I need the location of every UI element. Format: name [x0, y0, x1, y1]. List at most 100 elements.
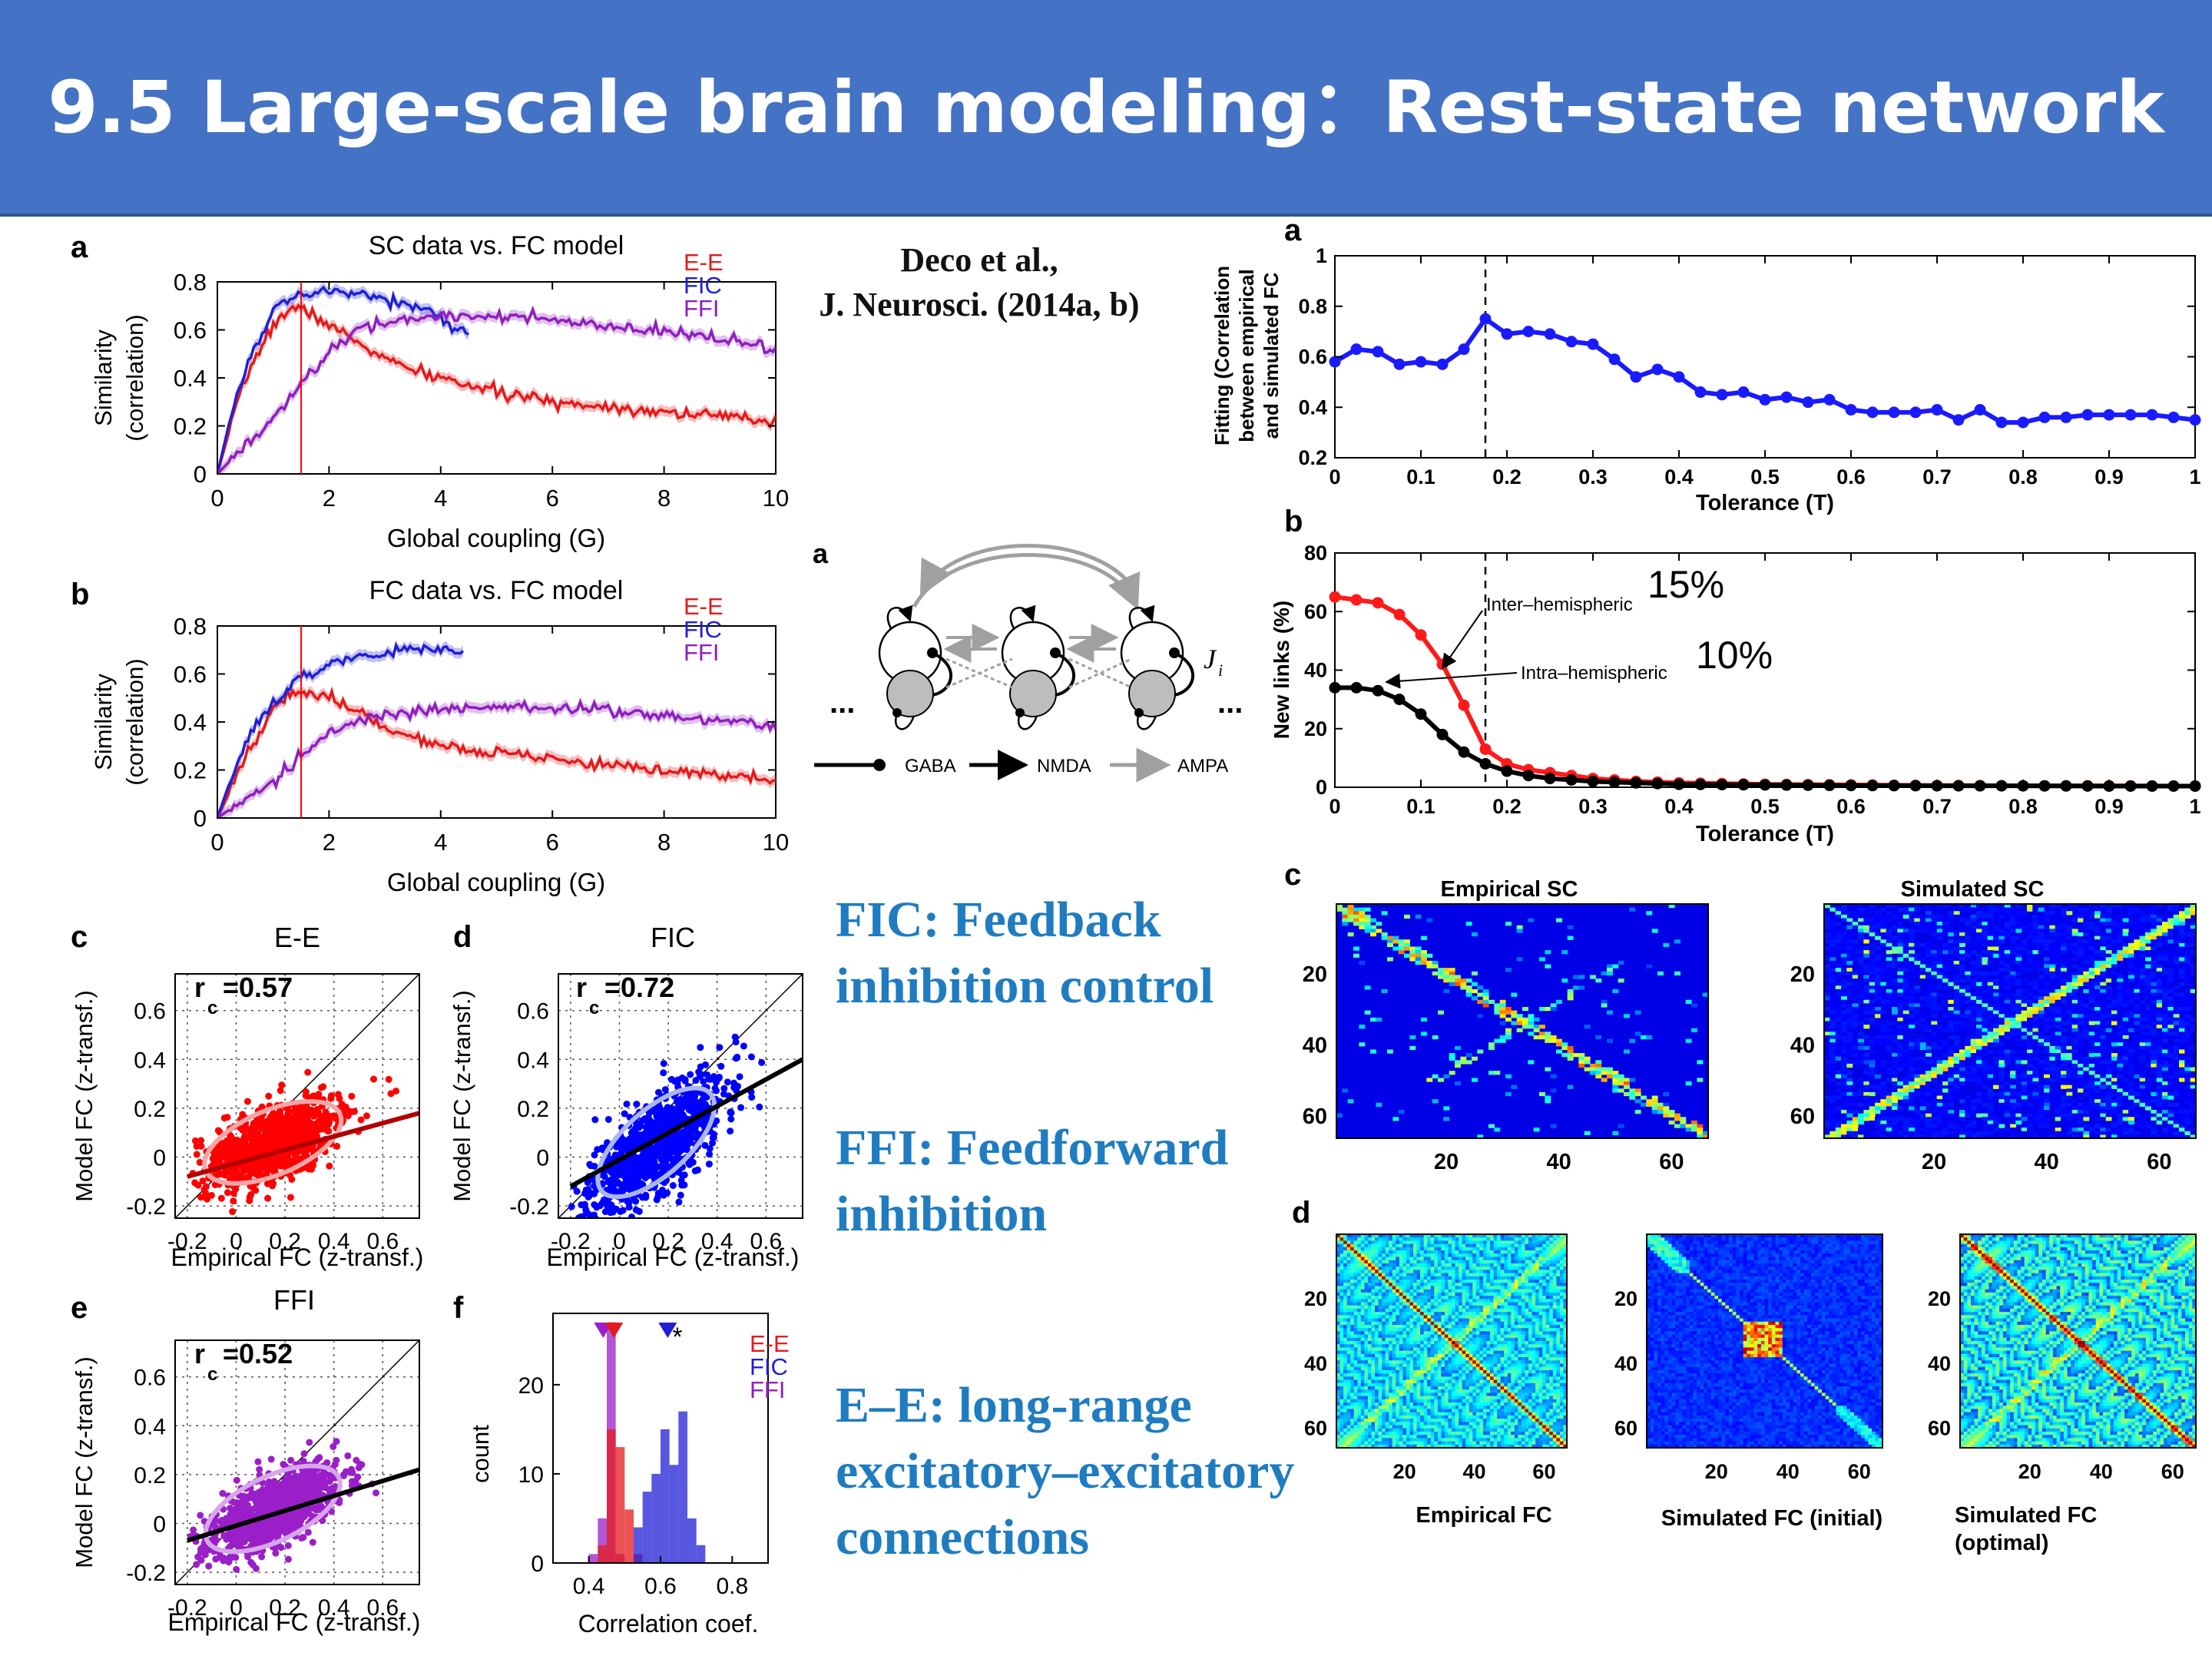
heatmap-cell	[1965, 985, 1972, 990]
heatmap-cell	[1998, 985, 2005, 990]
heatmap-cell	[1359, 960, 1366, 965]
heatmap-cell	[1392, 939, 1399, 944]
x-axis-label: Tolerance (T)	[1696, 491, 1834, 515]
heatmap-cell	[1902, 914, 1909, 919]
heatmap-cell	[1931, 992, 1938, 997]
heatmap-cell	[1421, 957, 1427, 962]
scatter-point	[338, 1101, 346, 1108]
heatmap-cell	[2173, 950, 2180, 955]
heatmap-cell	[2111, 922, 2118, 926]
heatmap-cell	[1936, 975, 1943, 979]
heatmap-cell	[2173, 918, 2180, 922]
heatmap-cell	[2156, 939, 2163, 944]
panel-d-scatter: -0.2 0 0.2 0.4 0.6-0.200.20.40.6 d FIC r c =…	[449, 920, 803, 1271]
heatmap-cell	[1909, 922, 1915, 926]
heatmap-cell	[1465, 922, 1472, 926]
scatter-point	[242, 1500, 250, 1508]
heatmap-cell	[2061, 960, 2067, 965]
heatmap-cell	[1936, 964, 1943, 969]
heatmap-cell	[2167, 907, 2174, 912]
heatmap-cell	[1863, 939, 1870, 944]
scatter-point	[250, 1184, 257, 1192]
heatmap-cell	[2094, 925, 2101, 929]
heatmap-cell	[2010, 929, 2016, 933]
heatmap-cell	[2162, 979, 2168, 983]
heatmap-cell	[1858, 985, 1864, 990]
heatmap-cell	[2122, 918, 2129, 922]
heatmap-cell	[2038, 975, 2045, 979]
heatmap-cell	[1892, 918, 1898, 922]
heatmap-cell	[2044, 953, 2050, 958]
heatmap-cell	[1948, 918, 1955, 922]
heatmap-cell	[1875, 988, 1881, 994]
x-tick-label: 0.8	[2008, 465, 2038, 488]
heatmap-cell	[1914, 971, 1921, 976]
heatmap-cell	[1869, 907, 1876, 912]
heatmap-cell	[2105, 946, 2112, 951]
heatmap-cell	[2027, 950, 2033, 955]
heatmap-cell	[1674, 939, 1681, 944]
series-line-e-e	[217, 303, 776, 474]
heatmap-cell	[1875, 971, 1881, 976]
heatmap-cell	[1909, 942, 1915, 948]
heatmap-cell	[1863, 960, 1870, 965]
heatmap-cell	[1948, 968, 1955, 972]
y-tick-label: 20	[518, 1373, 544, 1399]
heatmap-cell	[1914, 942, 1921, 948]
heatmap-cell	[1863, 975, 1870, 979]
heatmap-cell	[1926, 918, 1932, 922]
heatmap-cell	[1342, 1088, 1349, 1093]
heatmap-cell	[1370, 1017, 1376, 1022]
heatmap-cell	[2032, 922, 2039, 926]
heatmap-cell	[2061, 979, 2067, 983]
heatmap-cell	[2156, 988, 2163, 994]
heatmap-cell	[1993, 988, 1999, 994]
scatter-point	[300, 1534, 307, 1541]
heatmap-cell	[1858, 957, 1864, 962]
y-axis-label: Similarity	[90, 674, 117, 770]
heatmap-cell	[1863, 979, 1870, 983]
error-band-e-e	[217, 300, 776, 474]
ellipsis-left: ...	[830, 686, 855, 720]
heatmap-cell	[1914, 939, 1921, 944]
heatmap-cell	[1902, 960, 1909, 965]
x-tick-label: 60	[1659, 1150, 1684, 1174]
heatmap-cell	[2061, 939, 2067, 944]
heatmap-cell	[2055, 939, 2061, 944]
heatmap-cell	[1926, 982, 1932, 986]
heatmap-cell	[2049, 964, 2056, 969]
heatmap-cell	[1516, 957, 1523, 962]
scatter-point	[266, 1528, 273, 1536]
heatmap-cell	[2151, 914, 2157, 919]
heatmap-cell	[1370, 932, 1376, 937]
heatmap-cell	[1909, 946, 1915, 951]
heatmap-cell	[2105, 918, 2112, 922]
heatmap-cell	[1936, 907, 1943, 912]
heatmap-cell	[1953, 929, 1960, 933]
heatmap-cell	[1886, 957, 1892, 962]
heatmap-cell	[1959, 985, 1965, 990]
heatmap-cell	[1875, 975, 1881, 979]
heatmap-cell	[2184, 942, 2191, 948]
scatter-point	[635, 1124, 643, 1131]
heatmap-cell	[1863, 992, 1870, 997]
chart-title: FFI	[273, 1284, 315, 1316]
heatmap-cell	[2173, 939, 2180, 944]
scatter-point	[584, 1220, 591, 1227]
heatmap-cell	[1674, 971, 1681, 976]
heatmap-cell	[1936, 914, 1943, 919]
heatmap-cell	[1942, 942, 1949, 948]
scatter-point	[333, 1438, 340, 1445]
heatmap-cell	[2117, 982, 2124, 986]
heatmap-cell	[1618, 1081, 1624, 1086]
heatmap-cell	[1875, 953, 1881, 958]
heatmap-cell	[1886, 939, 1892, 944]
heatmap-cell	[1841, 946, 1847, 951]
heatmap-cell	[2044, 996, 2050, 1001]
heatmap-cell	[2179, 968, 2185, 972]
data-point	[1329, 681, 1341, 694]
heatmap-cell	[1914, 988, 1921, 994]
heatmap-cell	[1697, 1060, 1704, 1065]
heatmap-cell	[2173, 946, 2180, 951]
heatmap-cell	[1942, 950, 1949, 955]
